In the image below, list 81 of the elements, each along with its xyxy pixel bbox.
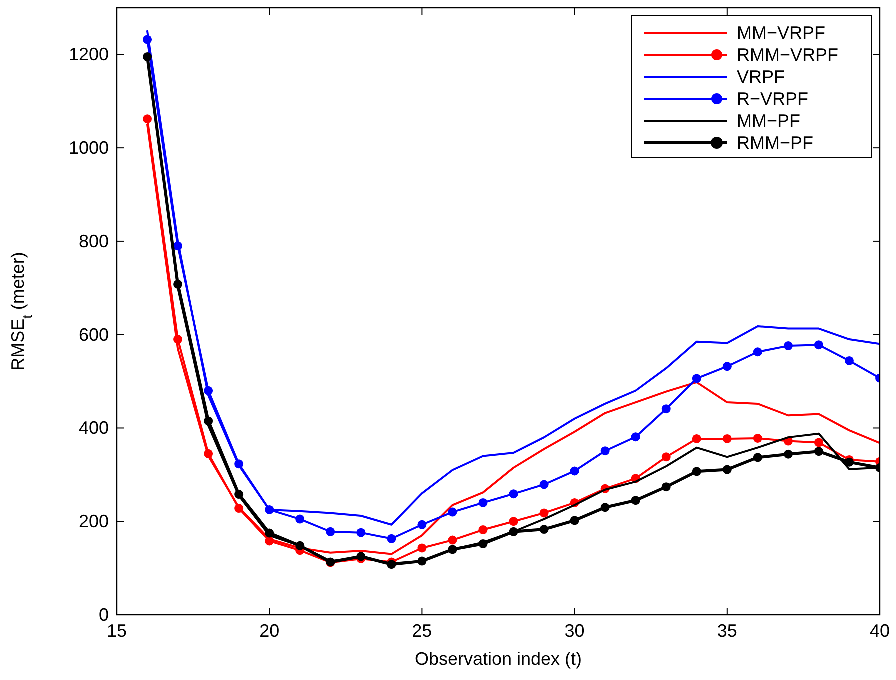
point [296,541,305,550]
point [540,508,549,518]
point [387,560,396,570]
point [478,498,488,508]
point [784,342,793,351]
point [174,335,183,344]
point [814,447,824,456]
point [174,242,183,251]
point [600,446,610,456]
legend-label: MM−VRPF [737,23,826,43]
legend-label: RMM−PF [737,133,814,153]
point [692,434,702,444]
y-tick-label: 800 [78,231,109,252]
point [448,508,458,517]
y-tick-label: 0 [98,605,109,625]
point [722,465,732,474]
point [753,453,762,462]
point [448,536,458,545]
point [570,466,580,476]
y-tick-label: 200 [78,512,109,532]
point [753,434,762,444]
point [234,490,244,500]
legend-label: R−VRPF [737,89,809,109]
x-tick-label: 15 [106,621,128,641]
point [356,528,366,538]
point [418,520,427,530]
legend-label: VRPF [737,67,786,87]
point [296,514,305,524]
point [509,490,518,499]
point [540,525,549,534]
x-axis-title: Observation index (t) [414,649,582,669]
point [570,516,580,526]
point [448,545,458,554]
point [844,356,854,366]
x-tick-label: 35 [717,621,738,641]
point [387,534,396,544]
point [265,528,274,538]
y-tick-label: 1200 [68,44,109,65]
point [814,340,824,350]
point [692,374,702,384]
point [509,517,518,526]
point [204,386,214,396]
point [662,452,671,462]
x-tick-label: 40 [870,621,890,641]
point [204,449,214,458]
point [509,527,518,536]
x-tick-label: 25 [412,621,432,641]
point [814,438,824,448]
point [478,540,488,549]
y-tick-label: 400 [78,418,109,438]
point [204,416,214,426]
point [143,52,152,62]
point [143,35,152,44]
point [722,434,732,444]
point [722,362,732,372]
point [234,460,244,469]
x-tick-label: 30 [564,621,585,641]
point [143,114,152,124]
point [631,496,640,506]
point [662,482,671,492]
point [418,556,427,566]
y-tick-label: 600 [78,324,109,345]
point [234,504,244,514]
point [844,458,854,467]
point [418,544,427,553]
legend-label: RMM−VRPF [737,45,839,65]
y-tick-label: 1000 [68,138,109,158]
point [784,450,793,459]
legend-label: MM−PF [737,111,801,131]
point [326,527,336,536]
x-tick-label: 20 [260,621,280,641]
point [600,503,610,512]
point [540,480,549,490]
point [631,432,640,442]
point [692,467,702,476]
point [753,348,762,357]
point [662,404,671,414]
point [265,536,274,546]
point [265,505,274,514]
point [478,526,488,535]
point [174,280,183,289]
